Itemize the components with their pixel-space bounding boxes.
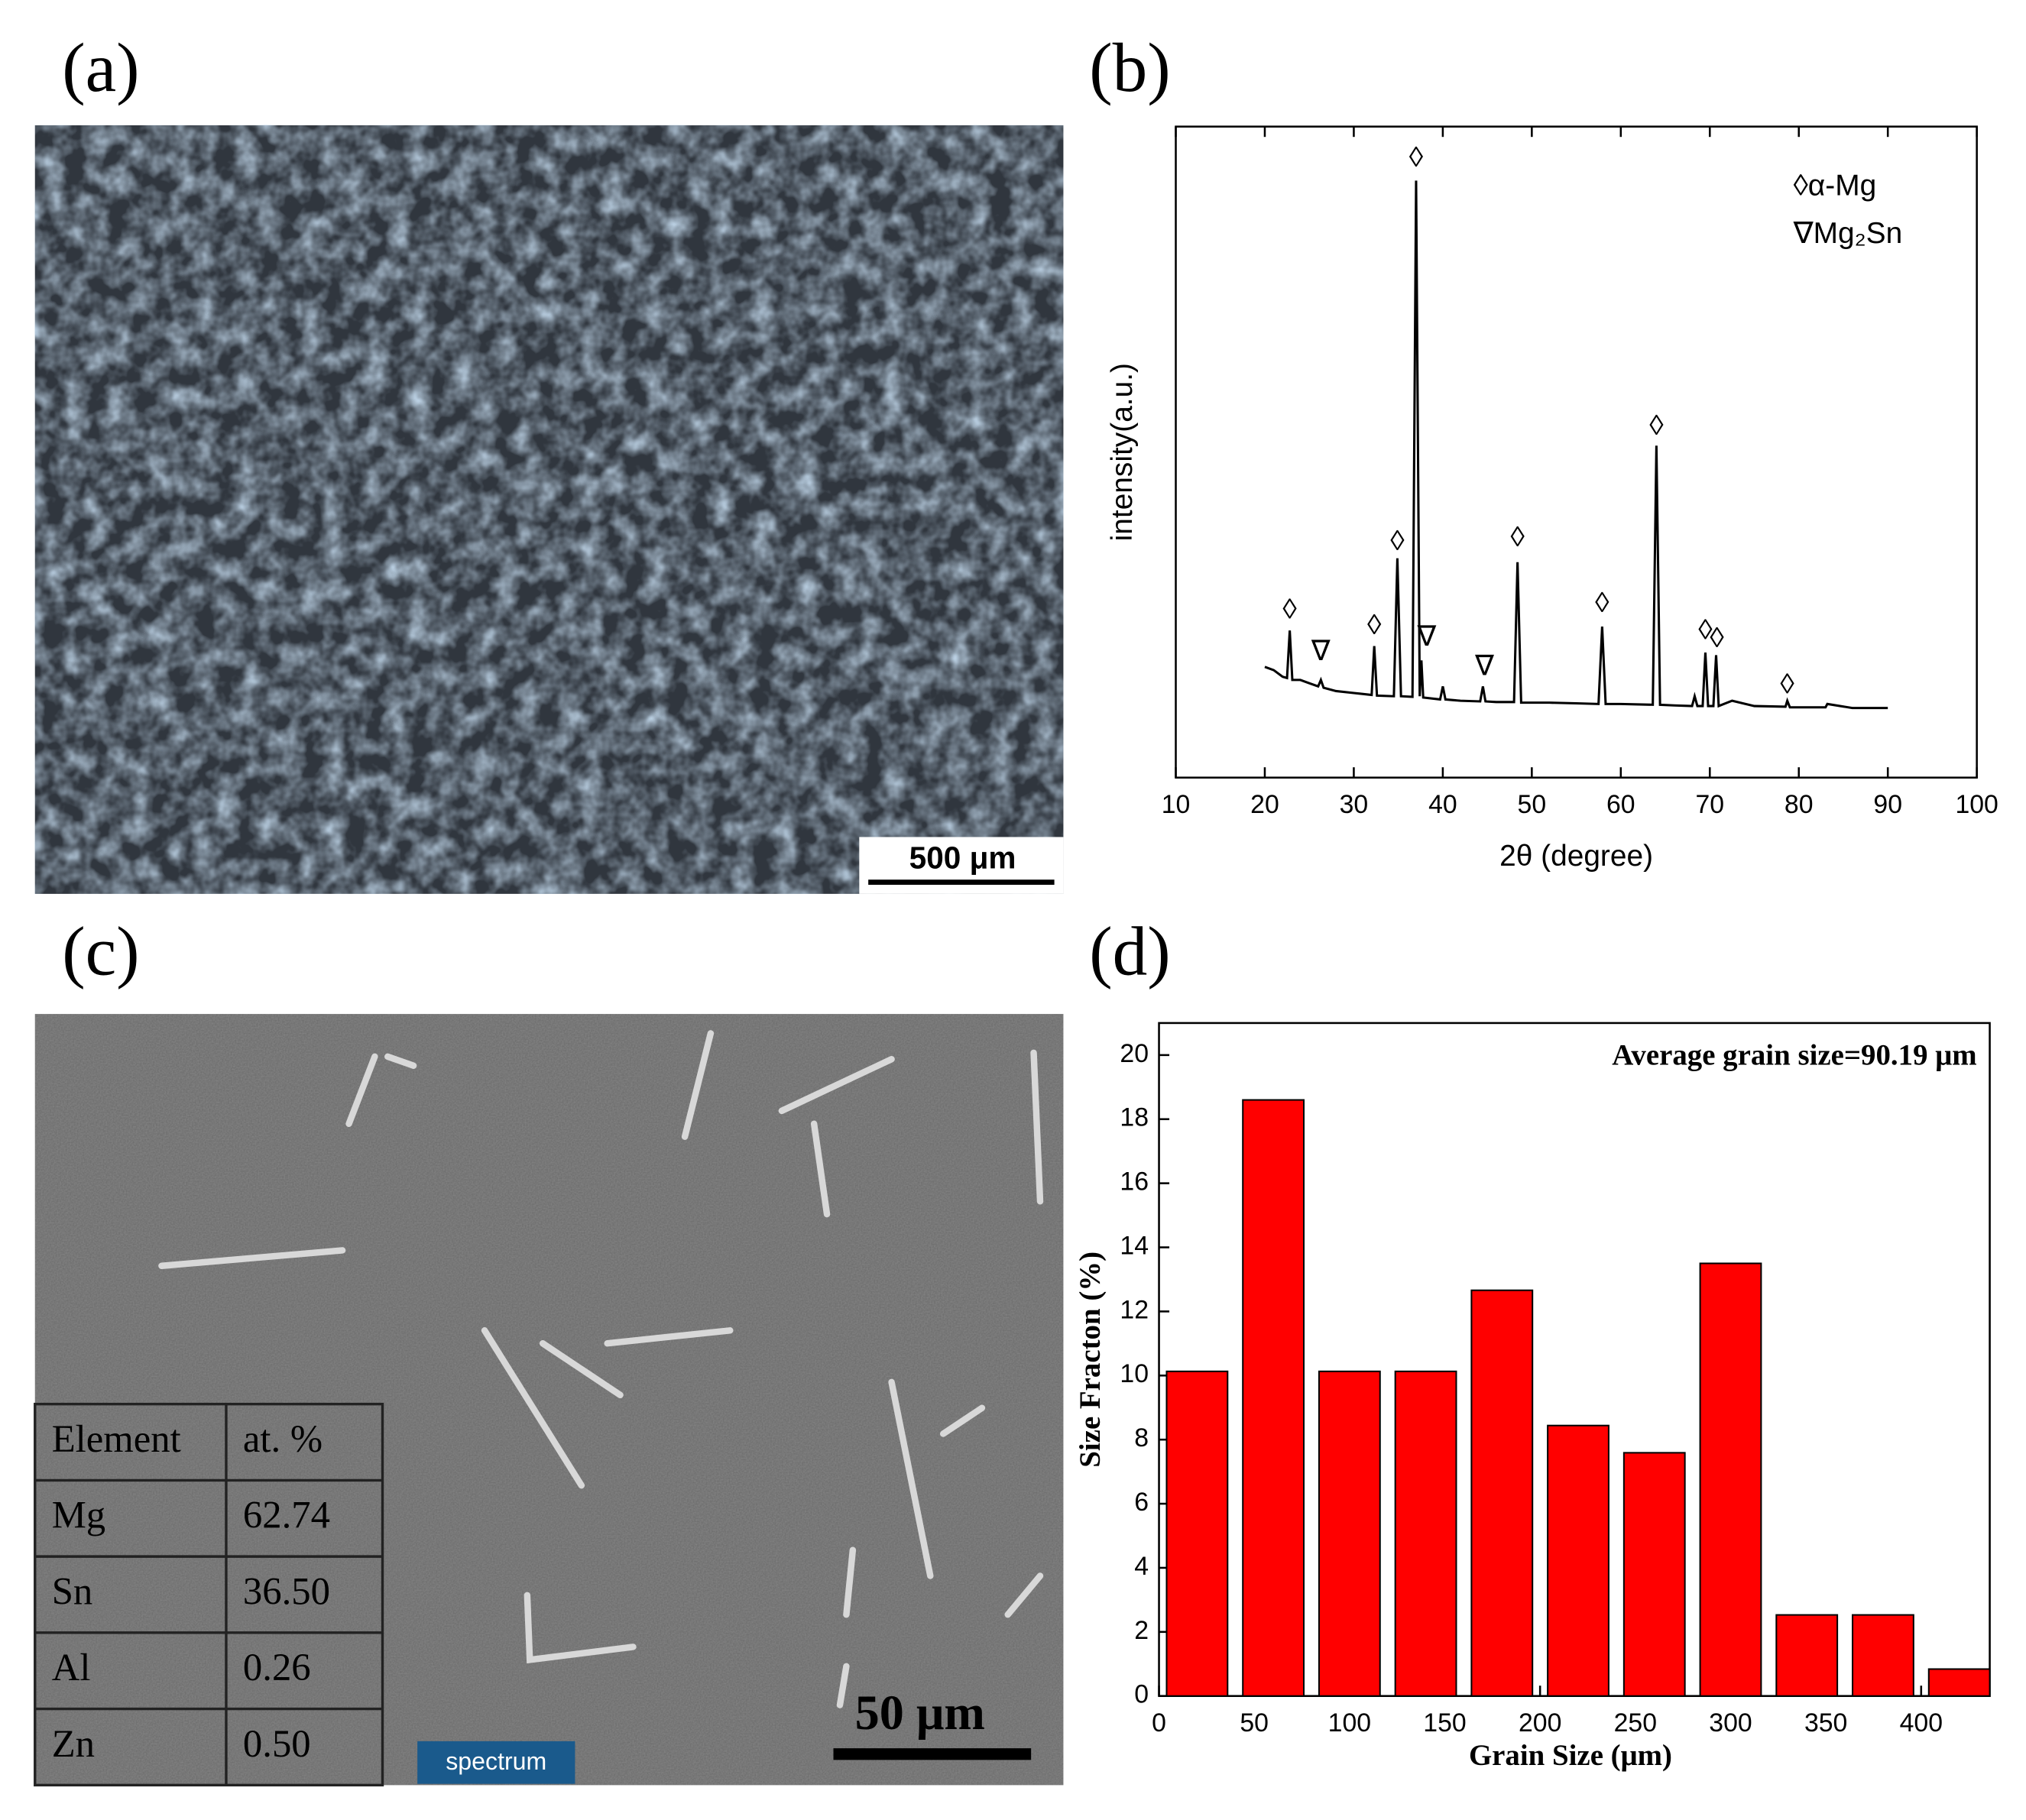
bar [1547,1424,1609,1697]
x-tick-label: 80 [1785,790,1814,819]
x-tick-label: 20 [1250,790,1279,819]
y-axis-label: intensity(a.u.) [1106,363,1139,541]
bar [1165,1370,1229,1697]
legend-entry: ◊α-Mg [1794,169,1877,202]
y-tick-label: 8 [1134,1423,1149,1452]
x-tick-label: 200 [1519,1708,1561,1737]
x-tick-label: 10 [1162,790,1191,819]
table-cell: Element [52,1417,181,1460]
table-cell: Al [52,1646,91,1689]
x-tick-label: 50 [1240,1708,1269,1737]
x-axis-label: Grain Size (μm) [1469,1739,1672,1772]
bar [1622,1452,1686,1697]
table-cell: Zn [52,1722,95,1765]
x-axis-label: 2θ (degree) [1499,840,1653,873]
table-cell: 62.74 [243,1494,330,1537]
precipitates [158,1030,1044,1708]
peak-marker: ◊ [1367,608,1382,640]
peak-marker: ◊ [1649,409,1664,441]
annotation: Average grain size=90.19 μm [1612,1038,1976,1071]
y-tick-label: 12 [1120,1295,1149,1324]
panel-label: (c) [62,912,139,989]
peak-marker: ◊ [1710,621,1724,653]
bar [1470,1289,1534,1697]
x-tick-label: 60 [1606,790,1635,819]
peak-marker: ∇ [1416,620,1436,652]
spectrum-label: spectrum [446,1747,546,1775]
panel-label: (a) [62,29,139,106]
table-cell: 0.26 [243,1646,311,1689]
peak-marker: ∇ [1311,634,1331,666]
x-tick-label: 100 [1955,790,1998,819]
x-tick-label: 150 [1423,1708,1466,1737]
spectrum-box [417,1741,575,1784]
peak-marker: ◊ [1511,520,1525,552]
panel-label: (b) [1089,29,1170,106]
peak-marker: ◊ [1390,524,1405,556]
x-tick-label: 300 [1709,1708,1752,1737]
x-tick-label: 70 [1695,790,1724,819]
table-border [34,1402,384,1787]
bar [1242,1099,1305,1697]
peak-marker: ∇ [1474,649,1494,682]
bar [1927,1668,1991,1697]
peak-marker: ◊ [1409,141,1424,173]
y-tick-label: 6 [1134,1488,1149,1517]
y-tick-label: 4 [1134,1552,1149,1581]
x-tick-label: 50 [1518,790,1547,819]
peak-marker: ◊ [1595,586,1609,618]
bar [1852,1614,1914,1697]
x-tick-label: 100 [1328,1708,1371,1737]
sem-texture [34,1014,1064,1786]
scale-bar-label: 500 μm [909,840,1016,876]
micrograph-texture [34,125,1064,894]
xrd-line [1264,180,1888,710]
legend-entry: ∇Mg₂Sn [1793,217,1903,250]
x-tick-label: 250 [1614,1708,1657,1737]
panel-label: (d) [1089,912,1170,989]
x-tick-label: 350 [1804,1708,1847,1737]
table-cell: 0.50 [243,1722,311,1765]
table-cell: Sn [52,1569,93,1612]
y-tick-label: 14 [1120,1231,1149,1260]
table-cell: at. % [243,1417,323,1460]
plot-frame [1175,125,1978,779]
peak-marker: ◊ [1780,667,1794,699]
y-tick-label: 18 [1120,1103,1149,1132]
x-tick-label: 400 [1900,1708,1943,1737]
bar [1318,1370,1381,1697]
y-tick-label: 2 [1134,1616,1149,1645]
bar [1699,1262,1762,1697]
y-axis-label: Size Fracton (%) [1074,1252,1107,1468]
table-cell: 36.50 [243,1569,330,1612]
x-tick-label: 0 [1152,1708,1166,1737]
y-tick-label: 10 [1120,1359,1149,1388]
bar [1394,1370,1457,1697]
x-tick-label: 40 [1428,790,1457,819]
x-tick-label: 30 [1340,790,1369,819]
table-cell: Mg [52,1494,105,1537]
peak-marker: ◊ [1698,614,1713,646]
element-table [34,1402,384,1787]
x-tick-label: 90 [1873,790,1902,819]
bar [1775,1614,1839,1697]
y-tick-label: 0 [1134,1680,1149,1709]
peak-marker: ◊ [1282,592,1297,624]
scale-bar-label: 50 μm [855,1686,985,1740]
y-tick-label: 20 [1120,1039,1149,1068]
y-tick-label: 16 [1120,1167,1149,1197]
